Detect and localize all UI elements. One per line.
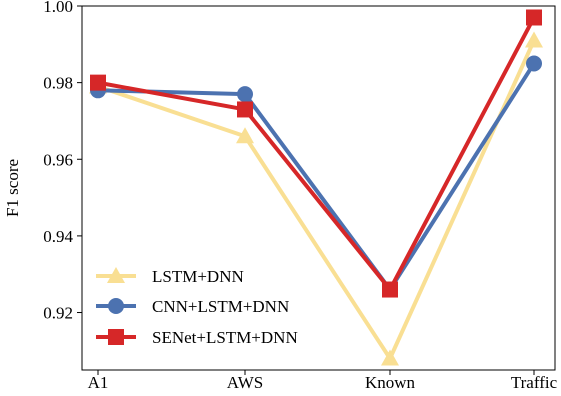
data-point	[382, 281, 398, 298]
data-point	[381, 349, 399, 366]
y-tick-label: 0.92	[43, 304, 73, 323]
x-tick-label: A1	[88, 373, 109, 391]
data-point	[90, 74, 106, 91]
x-tick-label: AWS	[227, 373, 263, 391]
legend: LSTM+DNN CNN+LSTM+DNN SENet+LSTM+DNN	[96, 267, 298, 347]
legend-item: LSTM+DNN	[96, 267, 244, 286]
legend-item: SENet+LSTM+DNN	[96, 328, 298, 347]
legend-marker	[108, 298, 124, 314]
legend-item: CNN+LSTM+DNN	[96, 297, 289, 316]
plot-area-frame	[81, 5, 556, 371]
legend-label: LSTM+DNN	[152, 267, 244, 286]
y-tick-label: 0.96	[43, 150, 73, 169]
legend-label: CNN+LSTM+DNN	[152, 297, 289, 316]
data-point	[525, 31, 543, 48]
data-point	[236, 127, 254, 144]
y-axis-label: F1 score	[3, 159, 22, 217]
legend-label: SENet+LSTM+DNN	[152, 328, 298, 347]
x-tick-label: Known	[365, 373, 416, 391]
y-tick-label: 0.94	[43, 227, 73, 246]
series-line	[97, 62, 536, 292]
data-point	[526, 9, 542, 26]
y-tick-label: 0.98	[43, 74, 73, 93]
legend-marker	[107, 267, 125, 283]
series-line	[97, 16, 536, 292]
x-axis: A1 AWS Known Traffic	[88, 370, 558, 392]
series-line	[97, 39, 536, 361]
series-square	[90, 9, 542, 298]
data-point	[237, 86, 253, 103]
legend-marker	[108, 329, 124, 345]
data-point	[526, 55, 542, 72]
y-tick-label: 1.00	[43, 0, 73, 16]
series-layer	[89, 9, 543, 366]
x-tick-label: Traffic	[511, 373, 558, 391]
y-axis: 0.92 0.94 0.96 0.98 1.00	[43, 0, 82, 323]
data-point	[237, 101, 253, 118]
